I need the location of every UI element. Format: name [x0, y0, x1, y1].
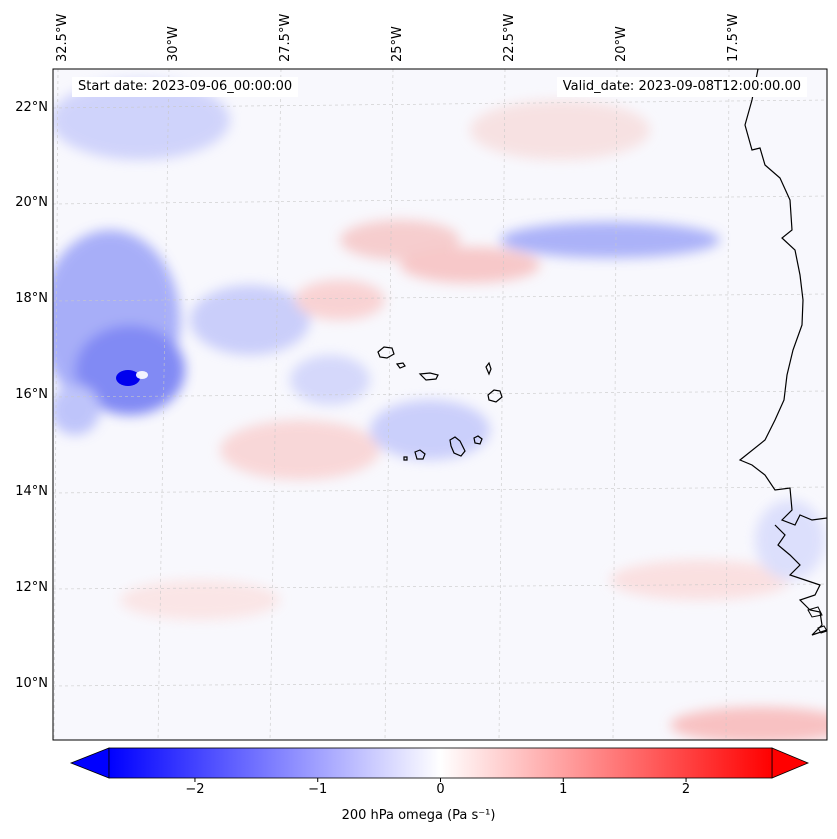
latitude-label: 18°N	[15, 291, 48, 306]
graticule	[53, 69, 827, 740]
cape-verde-islands	[377, 346, 503, 461]
african-coastline	[738, 69, 827, 636]
latitude-label: 12°N	[15, 580, 48, 595]
longitude-label: 20°W	[614, 26, 629, 62]
longitude-label: 17.5°W	[726, 13, 741, 62]
omega-field	[53, 69, 827, 740]
colorbar-tick-label: 2	[681, 782, 691, 797]
valid-date-label: Valid_date: 2023-09-08T12:00:00.00	[556, 77, 807, 97]
colorbar-extend-low	[69, 747, 110, 779]
map-frame	[52, 68, 828, 741]
latitude-label: 22°N	[15, 100, 48, 115]
longitude-label: 27.5°W	[278, 13, 293, 62]
colorbar-tick-label: −1	[308, 782, 328, 797]
colorbar-tick-label: 0	[436, 782, 445, 797]
start-date-label: Start date: 2023-09-06_00:00:00	[72, 77, 299, 97]
longitude-label: 22.5°W	[502, 13, 517, 62]
colorbar-title: 200 hPa omega (Pa s⁻¹)	[341, 808, 496, 823]
latitude-label: 20°N	[15, 195, 48, 210]
colorbar-tick-label: 1	[559, 782, 568, 797]
longitude-label: 32.5°W	[55, 13, 70, 62]
latitude-label: 16°N	[15, 387, 48, 402]
latitude-label: 10°N	[15, 676, 48, 691]
colorbar	[69, 747, 810, 782]
colorbar-tick-label: −2	[185, 782, 205, 797]
strong-descent-core	[116, 370, 140, 386]
longitude-label: 30°W	[166, 26, 181, 62]
latitude-label: 14°N	[15, 484, 48, 499]
colorbar-extend-high	[771, 747, 810, 779]
colorbar-gradient	[108, 747, 773, 779]
longitude-label: 25°W	[390, 26, 405, 62]
